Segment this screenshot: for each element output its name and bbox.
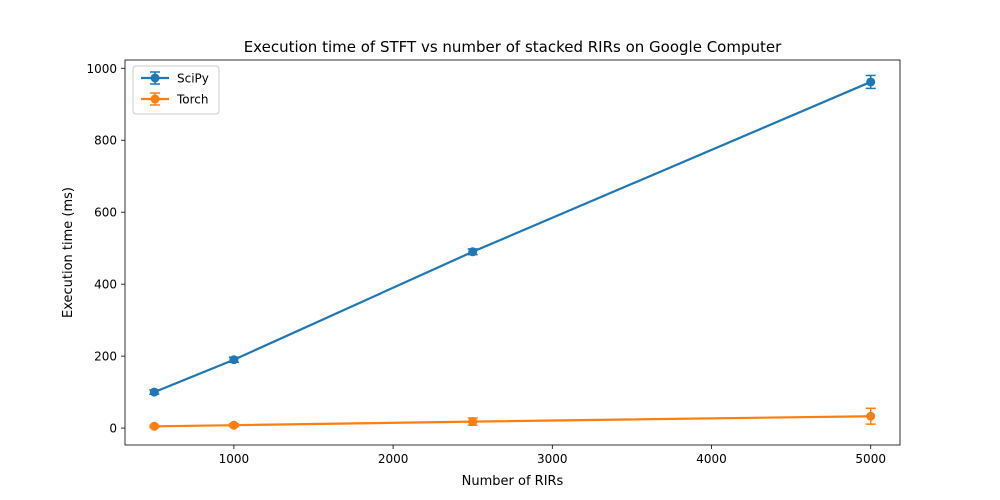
data-point-torch bbox=[468, 417, 478, 427]
legend-label-torch: Torch bbox=[176, 93, 209, 107]
x-tick-label: 4000 bbox=[696, 452, 727, 466]
x-tick-label: 5000 bbox=[855, 452, 886, 466]
x-axis-ticks: 1000 2000 3000 4000 5000 bbox=[219, 445, 886, 466]
series-line-torch bbox=[154, 415, 871, 428]
legend: SciPy Torch bbox=[132, 65, 220, 115]
data-point-scipy bbox=[468, 247, 478, 257]
y-tick-label: 1000 bbox=[86, 62, 117, 76]
legend-item-scipy: SciPy bbox=[141, 71, 209, 86]
data-point-scipy bbox=[149, 387, 159, 397]
plot-frame bbox=[124, 59, 901, 446]
plot-area bbox=[124, 59, 901, 446]
legend-item-torch: Torch bbox=[141, 92, 209, 107]
series-line-scipy bbox=[153, 80, 872, 394]
legend-label-scipy: SciPy bbox=[177, 72, 209, 86]
legend-marker-torch bbox=[150, 94, 160, 104]
data-point-torch bbox=[229, 420, 239, 430]
data-point-scipy bbox=[229, 355, 239, 365]
y-axis-label: Execution time (ms) bbox=[61, 187, 76, 318]
series-layer bbox=[149, 74, 876, 431]
y-tick-label: 600 bbox=[94, 206, 117, 220]
chart-title: Execution time of STFT vs number of stac… bbox=[244, 38, 782, 56]
x-tick-label: 3000 bbox=[537, 452, 568, 466]
y-tick-label: 800 bbox=[94, 134, 117, 148]
y-tick-label: 200 bbox=[94, 350, 117, 364]
data-point-torch bbox=[149, 421, 159, 431]
y-axis-ticks: 0 200 400 600 800 1000 bbox=[86, 62, 125, 436]
y-tick-label: 0 bbox=[109, 422, 117, 436]
series-scipy bbox=[149, 74, 876, 397]
x-axis-label: Number of RIRs bbox=[462, 474, 564, 489]
data-point-scipy bbox=[866, 77, 876, 87]
data-point-torch bbox=[866, 411, 876, 421]
y-tick-label: 400 bbox=[94, 278, 117, 292]
series-torch bbox=[149, 407, 876, 431]
x-tick-label: 1000 bbox=[219, 452, 250, 466]
legend-marker-scipy bbox=[150, 73, 160, 83]
x-tick-label: 2000 bbox=[378, 452, 409, 466]
